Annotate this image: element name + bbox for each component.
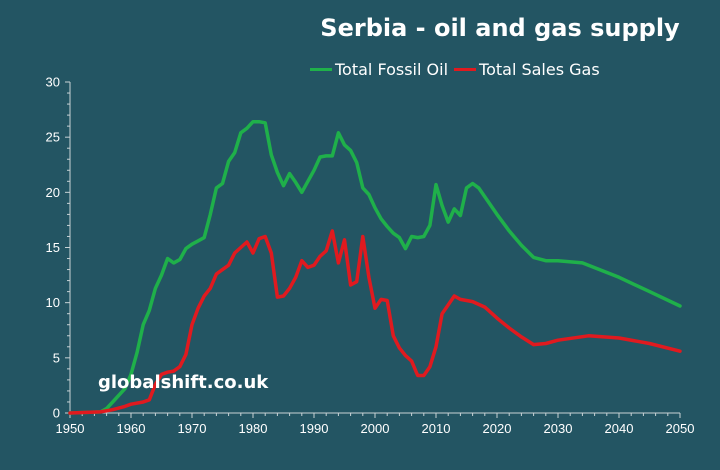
x-tick-label-2030: 2030 [544, 421, 573, 436]
y-tick-label-0: 0 [53, 406, 60, 421]
chart-title: Serbia - oil and gas supply [320, 14, 680, 42]
x-tick-label-1960: 1960 [117, 421, 146, 436]
watermark: globalshift.co.uk [98, 372, 269, 393]
legend-label-gas: Total Sales Gas [479, 60, 600, 79]
x-tick-label-1980: 1980 [239, 421, 268, 436]
x-tick-label-2050: 2050 [666, 421, 695, 436]
legend: Total Fossil Oil Total Sales Gas [310, 60, 600, 79]
x-tick-label-1990: 1990 [300, 421, 329, 436]
x-tick-label-2040: 2040 [605, 421, 634, 436]
x-tick-label-1950: 1950 [56, 421, 85, 436]
y-tick-label-25: 25 [46, 130, 60, 145]
x-tick-label-2020: 2020 [483, 421, 512, 436]
legend-item-oil: Total Fossil Oil [310, 60, 448, 79]
series-line-oil [68, 119, 682, 415]
series-line-gas [68, 229, 682, 415]
legend-item-gas: Total Sales Gas [454, 60, 600, 79]
legend-swatch-oil [310, 68, 332, 71]
x-tick-label-2010: 2010 [422, 421, 451, 436]
y-tick-label-20: 20 [46, 185, 60, 200]
legend-label-oil: Total Fossil Oil [335, 60, 449, 79]
x-tick-label-1970: 1970 [178, 421, 207, 436]
y-tick-label-5: 5 [53, 350, 60, 365]
y-tick-label-30: 30 [46, 75, 60, 90]
y-tick-label-15: 15 [46, 240, 60, 255]
y-tick-label-10: 10 [46, 295, 60, 310]
x-tick-label-2000: 2000 [361, 421, 390, 436]
legend-swatch-gas [454, 68, 477, 71]
